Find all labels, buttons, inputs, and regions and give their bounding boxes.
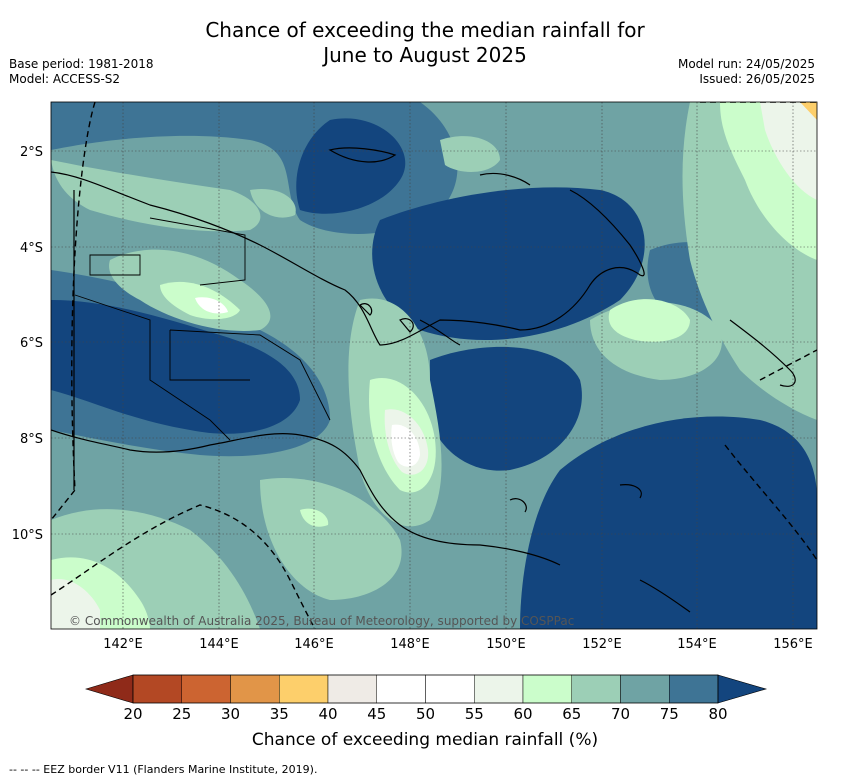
- province-borders: [74, 217, 331, 441]
- colorbar-bin: [669, 674, 719, 704]
- colorbar-bin: [571, 674, 621, 704]
- colorbar-tick-label: 30: [221, 705, 240, 720]
- lon-label-142e: 142°E: [103, 637, 143, 652]
- lon-label-148e: 148°E: [390, 637, 430, 652]
- lat-label-2s: 2°S: [20, 145, 43, 160]
- issued-date: Issued: 26/05/2025: [699, 72, 815, 86]
- colorbar-tick-label: 80: [708, 705, 727, 720]
- map-title: Chance of exceeding the median rainfall …: [205, 18, 645, 67]
- coastlines: [51, 147, 796, 613]
- colorbar-tick-label: 20: [123, 705, 142, 720]
- colorbar-bin: [522, 674, 572, 704]
- run-info: Model run: 24/05/2025 Issued: 26/05/2025: [678, 57, 815, 87]
- colorbar-bin: [474, 674, 524, 704]
- graticule: [51, 102, 817, 629]
- colorbar-bin: [132, 674, 182, 704]
- colorbar-tick-label: 55: [465, 705, 484, 720]
- colorbar-bin: [425, 674, 475, 704]
- copyright-text: © Commonwealth of Australia 2025, Bureau…: [69, 614, 574, 628]
- map-panel: © Commonwealth of Australia 2025, Bureau…: [12, 101, 818, 720]
- lon-label-154e: 154°E: [677, 637, 717, 652]
- colorbar-tick-label: 60: [513, 705, 532, 720]
- colorbar-over-arrow: [717, 674, 768, 704]
- model-info: Base period: 1981-2018 Model: ACCESS-S2: [9, 57, 154, 87]
- eez-footnote: -- -- -- EEZ border V11 (Flanders Marine…: [9, 763, 318, 776]
- colorbar-frame: [132, 674, 719, 704]
- colorbar-tick-label: 25: [172, 705, 191, 720]
- colorbar-bin: [327, 674, 377, 704]
- lat-label-10s: 10°S: [12, 528, 43, 543]
- colorbar-bin: [181, 674, 231, 704]
- lon-label-156e: 156°E: [773, 637, 813, 652]
- model-name: Model: ACCESS-S2: [9, 72, 121, 86]
- colorbar-ticks: 20 25 30 35 40 45 50 55 60 65 70 75 80: [123, 705, 727, 720]
- lat-label-6s: 6°S: [20, 336, 43, 351]
- model-run: Model run: 24/05/2025: [677, 57, 815, 71]
- colorbar-tick-label: 40: [318, 705, 337, 720]
- colorbar-tick-label: 35: [270, 705, 289, 720]
- colorbar-tick-label: 75: [660, 705, 679, 720]
- lon-label-146e: 146°E: [294, 637, 334, 652]
- colorbar-bins: [132, 674, 719, 704]
- lon-label-152e: 152°E: [582, 637, 622, 652]
- rainfall-field: [51, 102, 817, 629]
- colorbar-bin: [376, 674, 426, 704]
- colorbar: 20 25 30 35 40 45 50 55 60 65 70 75 80: [84, 674, 768, 720]
- colorbar-bin: [279, 674, 329, 704]
- colorbar-tick-label: 70: [611, 705, 630, 720]
- eez-border: [51, 102, 817, 629]
- colorbar-tick-label: 65: [562, 705, 581, 720]
- lon-label-144e: 144°E: [199, 637, 239, 652]
- map-frame: [50, 101, 818, 630]
- lat-label-4s: 4°S: [20, 241, 43, 256]
- colorbar-bin: [230, 674, 280, 704]
- colorbar-under-arrow: [84, 674, 134, 704]
- colorbar-tick-label: 45: [367, 705, 386, 720]
- lat-label-8s: 8°S: [20, 432, 43, 447]
- longitude-labels: 142°E 144°E 146°E 148°E 150°E 152°E 154°…: [103, 637, 813, 652]
- base-period: Base period: 1981-2018: [9, 57, 154, 71]
- colorbar-label: Chance of exceeding median rainfall (%): [251, 730, 599, 750]
- colorbar-bin: [620, 674, 670, 704]
- colorbar-tick-label: 50: [416, 705, 435, 720]
- lon-label-150e: 150°E: [486, 637, 526, 652]
- latitude-labels: 2°S 4°S 6°S 8°S 10°S: [12, 145, 43, 543]
